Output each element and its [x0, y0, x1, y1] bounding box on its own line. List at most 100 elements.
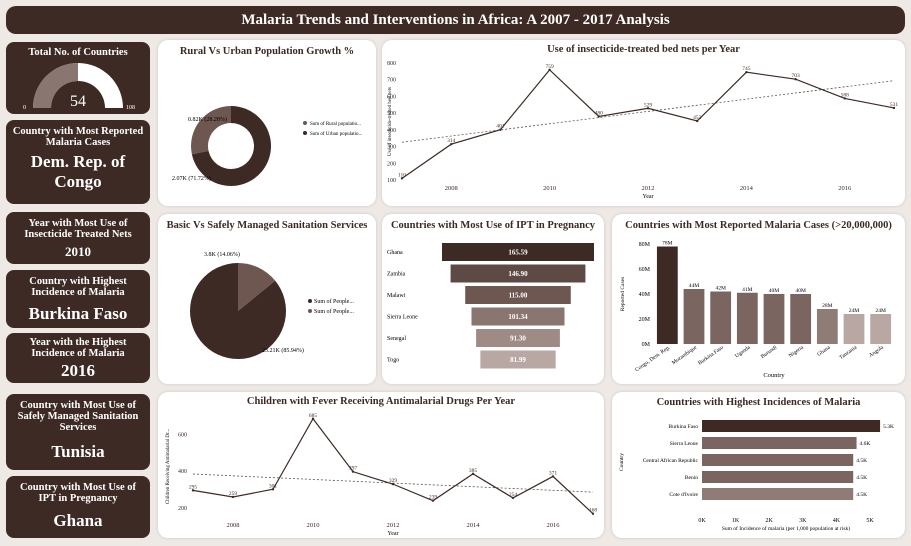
y-tick-label: 600 [178, 432, 187, 438]
legend-label-safe: Sum of People... [314, 308, 354, 315]
category-label: Benin [685, 475, 698, 481]
gauge-min: 0 [23, 105, 26, 111]
legend-label-urban: Sum of Urban populatio... [310, 132, 362, 137]
kpi-label: Country with Most Use of Safely Managed … [17, 400, 139, 433]
point-label: 401 [496, 124, 505, 130]
y-tick-label: 40M [639, 292, 651, 298]
series-line [192, 417, 594, 515]
kpi-value: Burkina Faso [28, 304, 128, 323]
kpi-label: Total No. of Countries [28, 47, 128, 58]
category-label: Togo [387, 358, 399, 364]
data-point [646, 107, 650, 110]
ipt-card: Countries with Most Use of IPT in Pregna… [382, 214, 604, 384]
legend-label-rural: Sum of Rural populatio... [310, 122, 361, 127]
point-label: 168 [589, 508, 598, 514]
value-label: 42M [715, 286, 726, 292]
x-tick-label: 2016 [838, 185, 852, 192]
category-label: Zambia [387, 272, 406, 278]
x-tick-label: 2016 [547, 522, 561, 529]
y-tick-label: 200 [387, 161, 396, 167]
point-label: 259 [229, 491, 238, 497]
funnel-bar [442, 243, 594, 261]
funnel-bar [480, 350, 556, 369]
value-label: 146.90 [508, 270, 528, 278]
legend-swatch-rural [303, 121, 307, 125]
column-bar [656, 246, 678, 344]
pie-slice-0 [190, 263, 286, 359]
point-label: 453 [693, 115, 702, 121]
y-tick-label: 100 [387, 178, 396, 184]
kpi-year-itn: Year with Most Use of Insecticide Treate… [6, 212, 150, 264]
chart-title: Countries with Highest Incidences of Mal… [656, 397, 861, 408]
kpi-value: 2016 [61, 361, 95, 380]
kpi-highest-incidence-year: Year with the Highest Incidence of Malar… [6, 333, 150, 383]
column-bar [763, 294, 785, 344]
kpi-most-reported: Country with Most Reported Malaria Cases… [6, 120, 150, 204]
y-tick-label: 400 [178, 469, 187, 475]
point-label: 759 [545, 64, 554, 70]
funnel-bar [450, 264, 586, 283]
data-point [745, 70, 748, 74]
point-label: 239 [429, 495, 438, 501]
kpi-value: Dem. Rep. of Congo [30, 152, 126, 191]
value-label: 4.5K [856, 475, 867, 481]
point-label: 588 [841, 92, 850, 98]
itn-chart: 100 200 300 400 500 600 700 800 2008 2010 2012 2014… [387, 61, 898, 200]
antimalarial-chart: 200 400 600 2008 2010 2012 2014 2016 Year Childre… [166, 413, 598, 537]
value-label: 24M [875, 308, 886, 314]
column-bar [736, 292, 758, 344]
series-line [401, 68, 895, 179]
point-label: 371 [549, 470, 558, 476]
category-label: Burkina Faso [697, 345, 725, 367]
y-axis-label: Country [619, 453, 625, 471]
data-point [271, 488, 275, 491]
point-label: 529 [644, 102, 653, 108]
kpi-ipt-country: Country with Most Use of IPT in Pregnanc… [6, 476, 150, 538]
x-tick-label: 2008 [445, 185, 458, 192]
category-label: Burundi [760, 344, 779, 360]
value-label: 28M [822, 303, 833, 309]
category-label: Cote d'Ivoire [669, 492, 698, 498]
x-axis-label: Country [763, 372, 785, 379]
ipt-chart: Ghana 165.59 Zambia 146.90 Malawi 115.00 Sierr… [387, 243, 594, 369]
category-label: Congo, Dem. Rep. [634, 344, 672, 373]
gauge: 54 0 108 [23, 63, 135, 111]
gauge-fill [33, 63, 78, 108]
column-bar [843, 314, 865, 344]
x-tick-label: 2014 [467, 522, 481, 529]
chart-title: Use of insecticide-treated bed nets per … [547, 44, 740, 55]
dashboard-title: Malaria Trends and Interventions in Afri… [6, 6, 905, 34]
y-tick-label: 80M [639, 242, 651, 248]
x-axis-label: Year [642, 194, 653, 200]
kpi-value: Ghana [53, 511, 103, 530]
funnel-bar [471, 307, 565, 326]
chart-title: Basic Vs Safely Managed Sanitation Servi… [166, 220, 368, 231]
column-bar [790, 294, 812, 344]
x-tick-label: 0K [698, 518, 706, 524]
gauge-max: 108 [126, 105, 135, 111]
basic-data-label: 23.21K (85.94%) [262, 347, 304, 354]
trend-line [401, 80, 895, 143]
data-point [548, 68, 551, 72]
point-label: 685 [309, 413, 318, 419]
value-label: 4.6K [860, 441, 871, 447]
category-label: Central African Republic [643, 457, 699, 464]
point-label: 480 [595, 110, 604, 116]
category-label: Malawi [387, 293, 406, 299]
sanitation-chart: 3.8K (14.06%) 23.21K (85.94%) Sum of Peo… [190, 251, 354, 359]
y-tick-label: 0M [642, 342, 651, 348]
legend-swatch-safe [308, 309, 312, 313]
incidence-chart: Burkina Faso 5.3K Sierra Leone 4.6K Central … [619, 420, 894, 532]
point-label: 295 [189, 484, 198, 490]
data-point [551, 475, 555, 478]
value-label: 24M [849, 308, 860, 314]
rural-urban-chart: 0.82K (28.28%) 2.07K (71.72%) Sum of Rur… [172, 106, 362, 186]
column-bar [710, 291, 732, 344]
x-tick-label: 2010 [307, 522, 320, 529]
hbar [702, 488, 854, 500]
kpi-sanitation-country: Country with Most Use of Safely Managed … [6, 394, 150, 470]
y-axis-label: Use of insecticide-treated bed nets [388, 87, 393, 156]
category-label: Burkina Faso [669, 424, 699, 430]
gauge-value: 54 [70, 93, 86, 110]
data-point [696, 119, 699, 123]
